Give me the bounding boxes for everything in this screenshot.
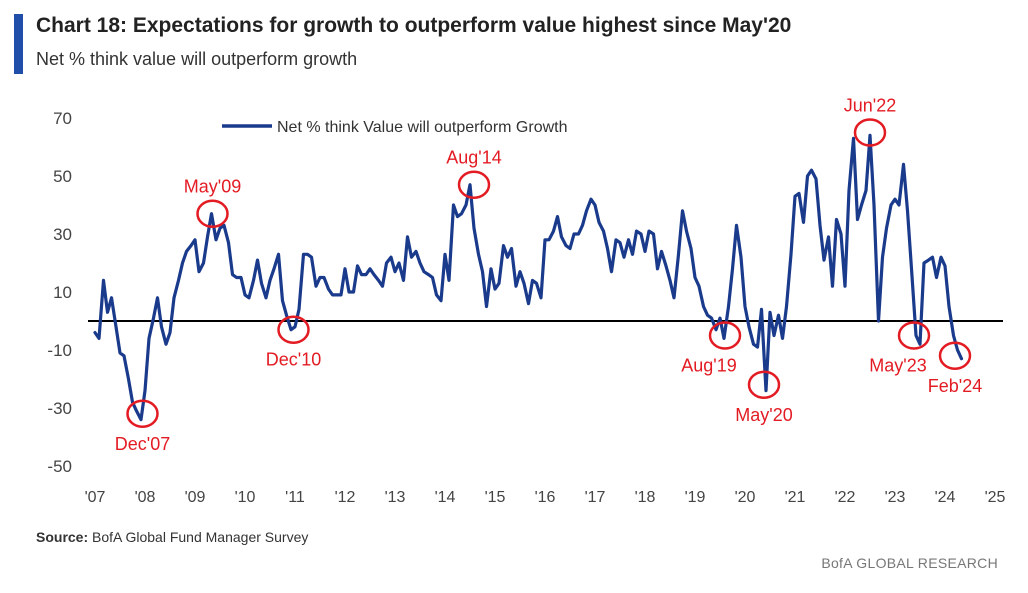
source-note: Source: BofA Global Fund Manager Survey: [36, 529, 308, 545]
chart-plot-area: [93, 133, 964, 422]
x-tick-label: '18: [635, 489, 656, 506]
annotation-circle: [196, 199, 229, 228]
y-tick-label: -50: [47, 457, 72, 476]
x-tick-label: '16: [535, 489, 556, 506]
x-tick-label: '14: [435, 489, 456, 506]
annotation-label: Jun'22: [844, 96, 896, 116]
x-tick-label: '07: [85, 489, 106, 506]
chart-legend: Net % think Value will outperform Growth: [222, 119, 567, 136]
chart-subtitle: Net % think value will outperform growth: [36, 49, 358, 69]
y-tick-label: 10: [53, 283, 72, 302]
annotation-circle: [277, 315, 310, 344]
x-tick-label: '22: [835, 489, 856, 506]
chart-title: Chart 18: Expectations for growth to out…: [36, 14, 792, 37]
source-text: BofA Global Fund Manager Survey: [92, 529, 309, 545]
source-label: Source:: [36, 529, 89, 545]
annotation-label: Aug'14: [446, 148, 502, 168]
x-tick-label: '19: [685, 489, 706, 506]
annotation-label: Aug'19: [681, 356, 737, 376]
annotation-circle: [938, 341, 972, 371]
annotation-circle: [853, 118, 887, 147]
y-tick-label: 30: [53, 225, 72, 244]
x-tick-label: '09: [185, 489, 206, 506]
x-tick-label: '15: [485, 489, 506, 506]
annotation-circle: [457, 170, 491, 199]
annotation-circle: [897, 321, 931, 350]
x-tick-label: '11: [285, 489, 305, 506]
brand-footer: BofA GLOBAL RESEARCH: [821, 555, 998, 571]
legend-label: Net % think Value will outperform Growth: [277, 119, 567, 136]
x-tick-label: '08: [135, 489, 156, 506]
annotation-circle: [747, 370, 781, 400]
x-tick-label: '25: [985, 489, 1006, 506]
y-tick-label: 50: [53, 167, 72, 186]
annotation-circle: [708, 321, 742, 350]
annotation-circle: [126, 399, 159, 429]
annotation-label: Feb'24: [928, 376, 982, 396]
x-tick-label: '12: [335, 489, 356, 506]
x-tick-label: '20: [735, 489, 756, 506]
x-tick-label: '10: [235, 489, 256, 506]
annotation-label: May'20: [735, 405, 792, 425]
chart-axes: 70 50 30 10 -10 -30 -50 '07 '08 '09 '10 '11 '12 '13 '1…: [47, 109, 1005, 506]
series-line: [93, 133, 964, 422]
x-tick-label: '17: [585, 489, 606, 506]
y-tick-label: -10: [47, 341, 72, 360]
annotation-label: May'09: [184, 177, 241, 197]
title-accent-bar: [14, 14, 23, 74]
annotation-label: Dec'10: [266, 350, 321, 370]
x-tick-label: '13: [385, 489, 406, 506]
x-tick-label: '21: [785, 489, 806, 506]
y-tick-label: -30: [47, 399, 72, 418]
annotation-label: Dec'07: [115, 434, 170, 454]
y-tick-label: 70: [53, 109, 72, 128]
x-tick-label: '24: [935, 489, 956, 506]
annotation-label: May'23: [869, 356, 926, 376]
chart-annotations: Dec'07 May'09 Dec'10 Aug'14 Aug'19 May'20 Jun'…: [115, 96, 982, 454]
x-tick-label: '23: [885, 489, 906, 506]
